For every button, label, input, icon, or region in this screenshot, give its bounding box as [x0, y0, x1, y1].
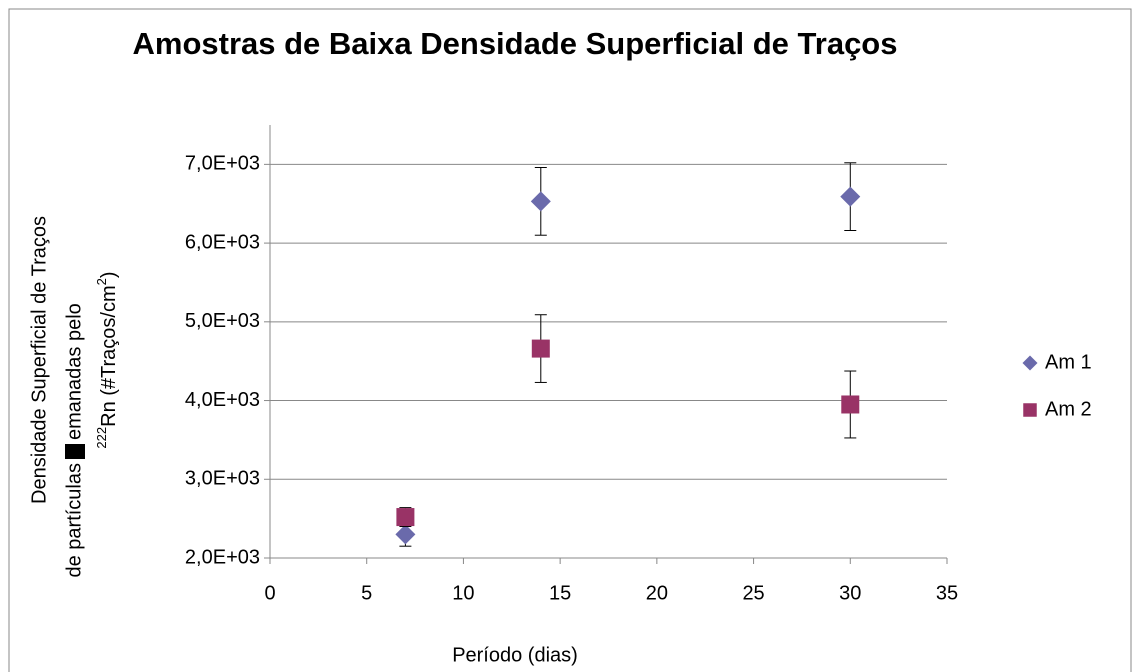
y-axis-label: Densidade Superficial de Traços de partí…: [28, 216, 120, 577]
y-label-line: emanadas pelo: [63, 303, 85, 440]
x-tick-label: 0: [264, 582, 275, 604]
x-tick-label: 10: [452, 582, 474, 604]
text: ): [98, 271, 120, 278]
symbol-box: [65, 444, 85, 459]
y-label-line: Densidade Superficial de Traços: [28, 216, 50, 504]
legend-label: Am 1: [1045, 351, 1092, 373]
superscript: 222: [94, 427, 109, 449]
y-tick-label: 6,0E+03: [185, 231, 260, 253]
x-tick-label: 15: [549, 582, 571, 604]
x-tick-label: 5: [361, 582, 372, 604]
point: [841, 395, 860, 414]
x-tick-label: 30: [839, 582, 861, 604]
text: Rn (#Traços/cm: [98, 285, 120, 427]
point: [395, 524, 416, 545]
point: [840, 186, 861, 207]
frame: [8, 8, 1132, 672]
y-label-line: 222Rn (#Traços/cm2): [94, 271, 120, 448]
chart-title: Amostras de Baixa Densidade Superficial …: [132, 26, 898, 61]
x-axis-label: Período (dias): [452, 644, 578, 666]
legend-marker: [1023, 403, 1037, 417]
y-tick-label: 2,0E+03: [185, 546, 260, 568]
y-tick-label: 4,0E+03: [185, 389, 260, 411]
y-tick-label: 5,0E+03: [185, 310, 260, 332]
y-tick-label: 7,0E+03: [185, 153, 260, 175]
legend-marker: [1022, 355, 1038, 371]
point: [530, 191, 551, 212]
legend-label: Am 2: [1045, 398, 1092, 420]
y-label-line: de partículas: [63, 463, 85, 578]
x-tick-label: 25: [742, 582, 764, 604]
superscript: 2: [94, 278, 109, 285]
y-tick-label: 3,0E+03: [185, 468, 260, 490]
x-tick-label: 35: [936, 582, 958, 604]
point: [396, 508, 415, 527]
x-tick-label: 20: [646, 582, 668, 604]
point: [531, 339, 550, 358]
